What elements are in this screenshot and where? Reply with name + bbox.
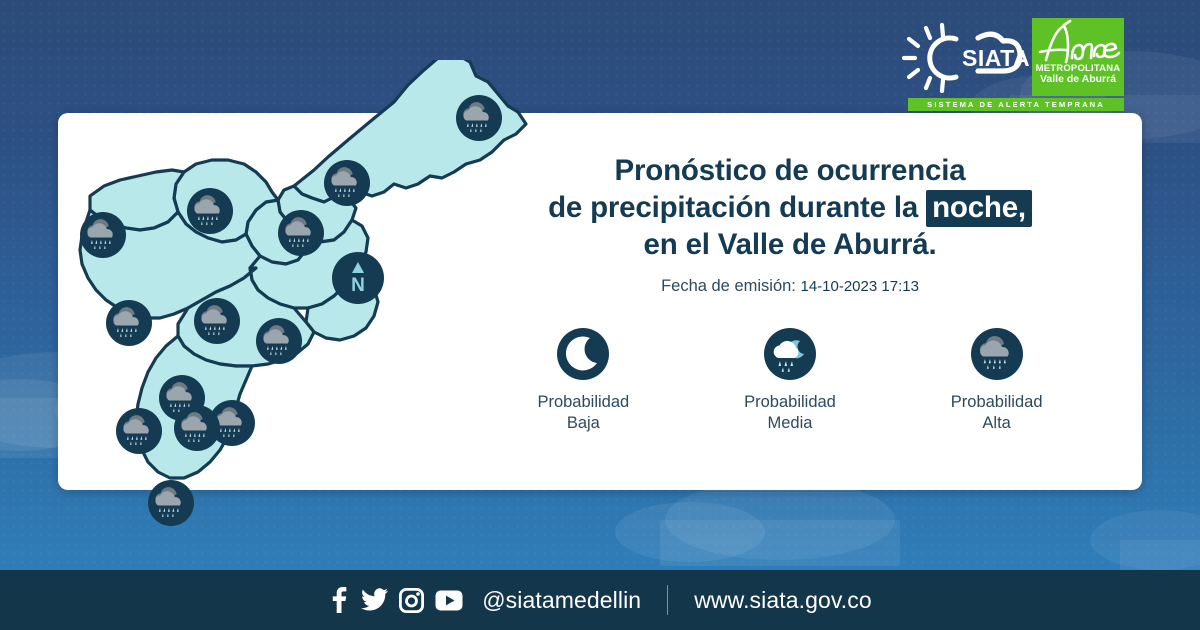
cloud-rain-heavy-icon	[456, 95, 502, 141]
area-logo-line2: Valle de Aburrá	[1039, 72, 1117, 85]
area-metropolitana-logo: METROPOLITANA Valle de Aburrá	[1032, 18, 1124, 96]
headline-block: Pronóstico de ocurrencia de precipitació…	[470, 152, 1110, 296]
cloud-moon-rain-icon	[763, 328, 816, 380]
legend-media-line1: Probabilidad	[744, 393, 836, 411]
youtube-icon[interactable]	[435, 590, 463, 611]
siata-logo: SIATA	[901, 22, 1030, 94]
marker-bello	[187, 188, 233, 234]
legend-item-media: Probabilidad Media	[702, 328, 877, 435]
facebook-icon[interactable]	[328, 587, 350, 613]
footer-divider	[667, 585, 669, 615]
website-url[interactable]: www.siata.gov.co	[694, 586, 872, 613]
cloud-rain-heavy-icon	[278, 210, 324, 256]
cloud-rain-heavy-icon	[209, 400, 255, 446]
marker-envigado	[256, 318, 302, 364]
marker-san-jeronimo	[106, 300, 152, 346]
social-icons	[328, 587, 463, 613]
legend-label-media: Probabilidad Media	[702, 392, 877, 435]
marker-girardota	[324, 160, 370, 206]
marker-san-pedro	[80, 212, 126, 258]
title-line-1: Pronóstico de ocurrencia	[614, 154, 966, 187]
marker-barbosa	[456, 95, 502, 141]
logo-group: SIATA	[900, 18, 1130, 110]
legend-alta-line2: Alta	[982, 414, 1011, 433]
marker-caldas-norte	[174, 405, 220, 451]
north-arrow-icon: N	[332, 252, 384, 304]
title-line-2: de precipitación durante la noche,	[470, 189, 1110, 228]
legend-media-line2: Media	[767, 414, 813, 433]
legend-label-alta: Probabilidad Alta	[909, 392, 1084, 435]
cloud-rain-heavy-icon	[174, 405, 220, 451]
social-handle[interactable]: @siatamedellin	[482, 586, 642, 613]
legend-label-baja: Probabilidad Baja	[496, 392, 671, 435]
cloud-rain-heavy-icon	[106, 300, 152, 346]
cloud-rain-heavy-icon	[256, 318, 302, 364]
cloud-rain-heavy-icon	[116, 408, 162, 454]
area-script-icon	[1038, 19, 1121, 64]
emission-date-value: 14-10-2023 17:13	[800, 278, 919, 296]
cloud-rain-heavy-icon	[324, 160, 370, 206]
area-logo-subtitle: METROPOLITANA Valle de Aburrá	[1032, 64, 1124, 85]
cloud-rain-heavy-icon	[148, 480, 194, 526]
legend-alta-line1: Probabilidad	[950, 393, 1043, 411]
title-line-2-text: de precipitación durante la	[548, 191, 919, 225]
cloud-rain-heavy-icon	[187, 188, 233, 234]
legend-baja-line2: Baja	[566, 414, 600, 433]
title-highlight-noche: noche,	[926, 190, 1032, 228]
legend-item-alta: Probabilidad Alta	[909, 328, 1084, 435]
cloud-rain-heavy-icon	[970, 328, 1023, 380]
probability-legend: Probabilidad Baja Probabilidad Media	[480, 328, 1100, 435]
marker-la-estrella	[116, 408, 162, 454]
footer-bar: @siatamedellin www.siata.gov.co	[0, 570, 1200, 630]
title-line-3: en el Valle de Aburrá.	[643, 228, 937, 262]
legend-item-baja: Probabilidad Baja	[496, 328, 671, 435]
moon-icon	[557, 328, 610, 380]
area-logo-line1: METROPOLITANA	[1035, 63, 1121, 74]
marker-copacabana	[278, 210, 324, 256]
page-title: Pronóstico de ocurrencia de precipitació…	[470, 152, 1110, 263]
legend-baja-line1: Probabilidad	[537, 393, 630, 411]
instagram-icon[interactable]	[399, 587, 425, 613]
svg-text:N: N	[351, 275, 365, 296]
emission-date-label: Fecha de emisión:	[661, 277, 796, 296]
marker-sabaneta	[209, 400, 255, 446]
cloud-rain-heavy-icon	[80, 212, 126, 258]
twitter-icon[interactable]	[361, 588, 389, 612]
alerta-temprana-bar: SISTEMA DE ALERTA TEMPRANA	[908, 98, 1124, 111]
valle-de-aburra-map: N	[56, 52, 576, 570]
cloud-rain-heavy-icon	[194, 298, 240, 344]
svg-text:SIATA: SIATA	[962, 45, 1030, 71]
marker-caldas	[148, 480, 194, 526]
marker-medellin	[194, 298, 240, 344]
emission-date: Fecha de emisión: 14-10-2023 17:13	[470, 277, 1110, 296]
